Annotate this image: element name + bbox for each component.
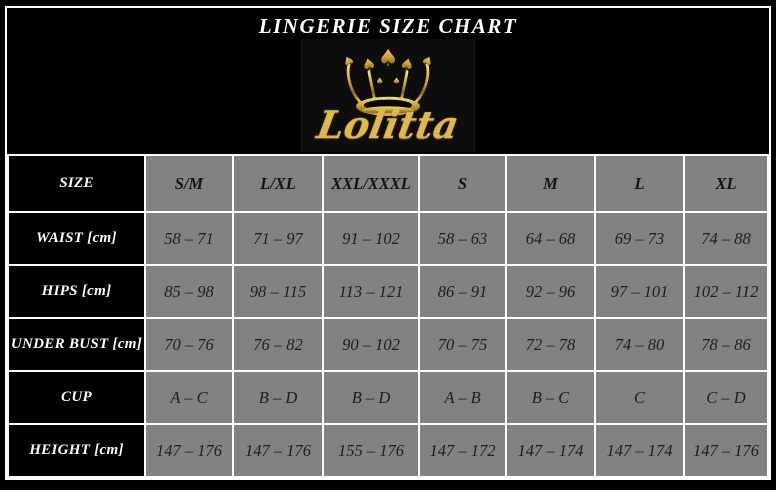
svg-text:♠: ♠	[418, 53, 435, 72]
table-row-label: HIPS [cm]	[7, 264, 146, 319]
table-cell: 147 – 176	[144, 423, 234, 478]
svg-text:♠: ♠	[398, 53, 417, 76]
table-cell: B – C	[505, 370, 596, 425]
svg-text:♠: ♠	[377, 44, 398, 72]
table-row: HEIGHT [cm] 147 – 176 147 – 176 155 – 176 14…	[7, 423, 769, 478]
table-cell: A – B	[418, 370, 507, 425]
table-cell: 147 – 174	[505, 423, 596, 478]
table-cell: 71 – 97	[232, 211, 324, 266]
table-column-header: L	[594, 154, 685, 213]
table-cell: A – C	[144, 370, 234, 425]
crown-icon: ♠ ♠ ♠ ♠ ♠ ♠ ♠	[341, 44, 435, 116]
table-cell: 72 – 78	[505, 317, 596, 372]
white-frame: LINGERIE SIZE CHART	[5, 6, 771, 480]
table-row: HIPS [cm] 85 – 98 98 – 115 113 – 121 86 – 91…	[7, 264, 769, 319]
table-column-header: S/M	[144, 154, 234, 213]
table-row: UNDER BUST [cm] 70 – 76 76 – 82 90 – 102 70 …	[7, 317, 769, 372]
table-cell: 102 – 112	[683, 264, 769, 319]
table-cell: 155 – 176	[322, 423, 420, 478]
table-row-label: UNDER BUST [cm]	[7, 317, 146, 372]
table-cell: B – D	[232, 370, 324, 425]
table-cell: 69 – 73	[594, 211, 685, 266]
table-cell: 147 – 176	[683, 423, 769, 478]
table-cell: 78 – 86	[683, 317, 769, 372]
table-cell: 70 – 76	[144, 317, 234, 372]
table-row-label: CUP	[7, 370, 146, 425]
table-column-header: L/XL	[232, 154, 324, 213]
table-cell: 70 – 75	[418, 317, 507, 372]
table-cell: 86 – 91	[418, 264, 507, 319]
table-column-header: XXL/XXXL	[322, 154, 420, 213]
table-corner-cell: SIZE	[7, 154, 146, 213]
table-cell: B – D	[322, 370, 420, 425]
page-title: LINGERIE SIZE CHART	[258, 14, 518, 38]
brand-logo: ♠ ♠ ♠ ♠ ♠ ♠ ♠ Lolitta	[7, 38, 769, 147]
table-cell: 74 – 88	[683, 211, 769, 266]
table-row-label: HEIGHT [cm]	[7, 423, 146, 478]
header: LINGERIE SIZE CHART	[7, 8, 769, 154]
svg-text:♠: ♠	[376, 77, 384, 87]
table-column-header: S	[418, 154, 507, 213]
svg-text:♠: ♠	[392, 77, 400, 87]
brand-name: Lolitta	[313, 102, 463, 147]
table-column-header: M	[505, 154, 596, 213]
table-cell: 64 – 68	[505, 211, 596, 266]
table-cell: 147 – 176	[232, 423, 324, 478]
svg-text:♠: ♠	[341, 53, 358, 72]
table-header-row: SIZE S/M L/XL XXL/XXXL S M L XL	[7, 154, 769, 213]
table-cell: C – D	[683, 370, 769, 425]
svg-text:♠: ♠	[359, 53, 378, 76]
table-cell: 113 – 121	[322, 264, 420, 319]
size-table: SIZE S/M L/XL XXL/XXXL S M L XL WAIST [cm] 58 – …	[7, 154, 769, 478]
table-row-label: WAIST [cm]	[7, 211, 146, 266]
table-cell: 97 – 101	[594, 264, 685, 319]
table-cell: C	[594, 370, 685, 425]
table-cell: 98 – 115	[232, 264, 324, 319]
table-cell: 147 – 174	[594, 423, 685, 478]
table-cell: 85 – 98	[144, 264, 234, 319]
table-cell: 147 – 172	[418, 423, 507, 478]
table-cell: 92 – 96	[505, 264, 596, 319]
table-cell: 58 – 71	[144, 211, 234, 266]
table-cell: 91 – 102	[322, 211, 420, 266]
table-cell: 58 – 63	[418, 211, 507, 266]
table-row: WAIST [cm] 58 – 71 71 – 97 91 – 102 58 – 63 6…	[7, 211, 769, 266]
table-cell: 76 – 82	[232, 317, 324, 372]
table-column-header: XL	[683, 154, 769, 213]
table-cell: 90 – 102	[322, 317, 420, 372]
table-cell: 74 – 80	[594, 317, 685, 372]
